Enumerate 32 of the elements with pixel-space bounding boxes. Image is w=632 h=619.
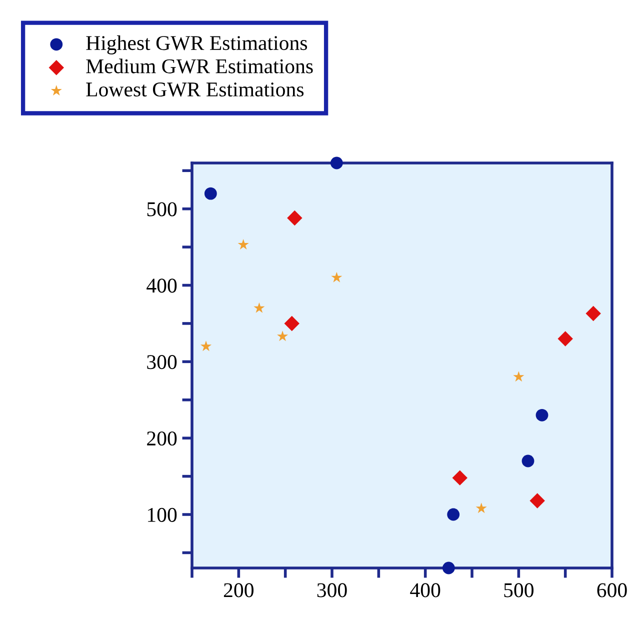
point bbox=[204, 187, 217, 200]
y-tick-label: 400 bbox=[146, 278, 177, 293]
y-tick-label: 200 bbox=[147, 431, 177, 446]
point bbox=[513, 371, 524, 382]
x-tick-label: 500 bbox=[504, 583, 534, 598]
point bbox=[287, 210, 302, 226]
point bbox=[331, 272, 342, 282]
x-tick-label: 400 bbox=[410, 583, 440, 598]
legend-label: Medium GWR Estimations bbox=[86, 58, 313, 74]
legend-label: Highest GWR Estimations bbox=[86, 35, 308, 54]
y-tick-label: 100 bbox=[148, 508, 177, 522]
point bbox=[536, 408, 548, 422]
point bbox=[200, 340, 212, 352]
point bbox=[452, 470, 468, 486]
point bbox=[447, 508, 460, 521]
x-tick-label: 200 bbox=[224, 583, 254, 598]
point bbox=[284, 316, 300, 332]
point bbox=[558, 331, 573, 346]
point bbox=[586, 306, 601, 322]
point bbox=[530, 493, 545, 508]
point bbox=[238, 238, 249, 250]
y-tick-label: 300 bbox=[147, 355, 177, 370]
point bbox=[277, 330, 288, 342]
y-tick-label: 500 bbox=[147, 202, 177, 216]
point bbox=[254, 302, 265, 313]
point bbox=[330, 156, 343, 170]
point bbox=[442, 562, 455, 574]
x-tick-label: 600 bbox=[597, 583, 627, 598]
legend-label: Lowest GWR Estimations bbox=[86, 82, 304, 97]
point bbox=[476, 502, 487, 514]
point bbox=[522, 454, 534, 468]
x-tick-label: 300 bbox=[317, 583, 347, 598]
